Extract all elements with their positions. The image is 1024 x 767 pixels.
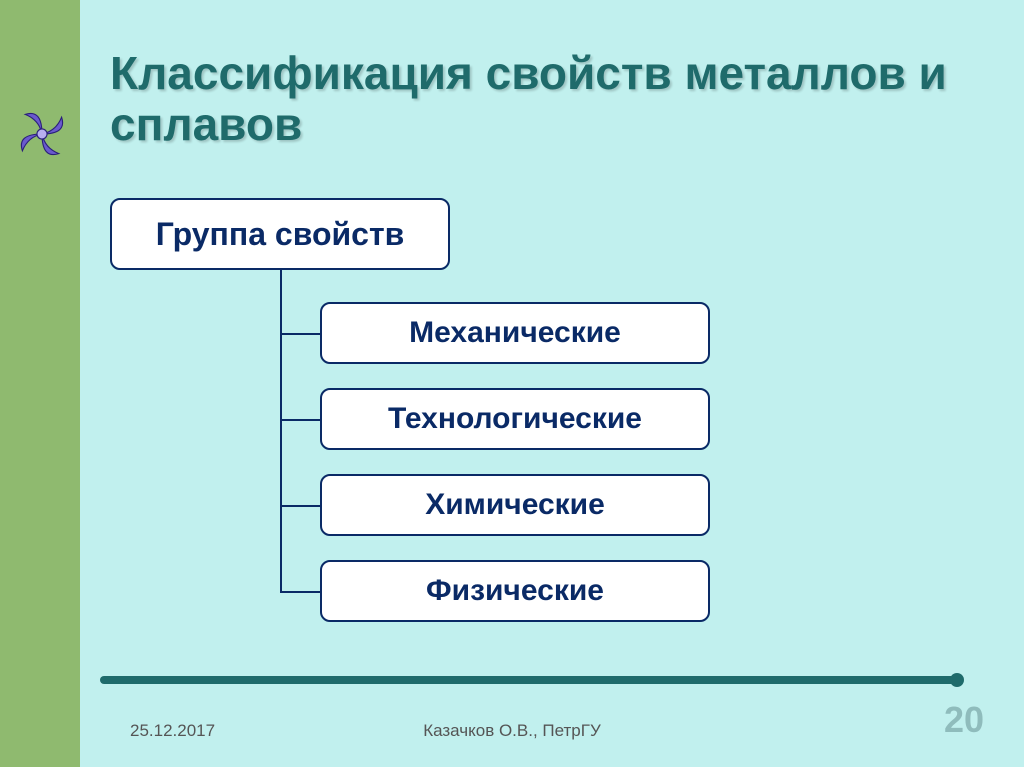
footer-divider — [100, 676, 960, 684]
connector-branch — [280, 505, 320, 507]
node-child-label: Физические — [426, 574, 604, 608]
node-child: Физические — [320, 560, 710, 622]
footer-divider-dot — [950, 673, 964, 687]
node-child-label: Химические — [425, 488, 605, 522]
connector-branch — [280, 591, 320, 593]
pinwheel-icon — [14, 106, 70, 162]
hierarchy-diagram: Группа свойств Механические Технологическ… — [110, 198, 870, 628]
node-root-label: Группа свойств — [156, 216, 405, 253]
page-number: 20 — [944, 699, 984, 741]
node-child-label: Механические — [409, 316, 621, 350]
node-child: Механические — [320, 302, 710, 364]
node-root: Группа свойств — [110, 198, 450, 270]
connector-branch — [280, 333, 320, 335]
connector-trunk — [280, 270, 282, 591]
slide: Классификация свойств металлов и сплавов… — [0, 0, 1024, 767]
footer-divider-bar — [100, 676, 960, 684]
node-child: Химические — [320, 474, 710, 536]
node-child: Технологические — [320, 388, 710, 450]
connector-branch — [280, 419, 320, 421]
node-child-label: Технологические — [388, 402, 642, 436]
footer-author: Казачков О.В., ПетрГУ — [0, 721, 1024, 741]
slide-title: Классификация свойств металлов и сплавов — [110, 48, 970, 149]
